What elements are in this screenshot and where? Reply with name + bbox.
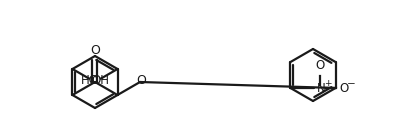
Text: O: O	[136, 75, 146, 87]
Text: OH: OH	[91, 74, 109, 87]
Text: HO: HO	[81, 74, 99, 87]
Text: +: +	[323, 79, 330, 87]
Text: O: O	[315, 59, 324, 72]
Text: N: N	[316, 82, 325, 95]
Text: O: O	[338, 82, 347, 95]
Text: −: −	[346, 79, 355, 89]
Text: O: O	[90, 44, 100, 57]
